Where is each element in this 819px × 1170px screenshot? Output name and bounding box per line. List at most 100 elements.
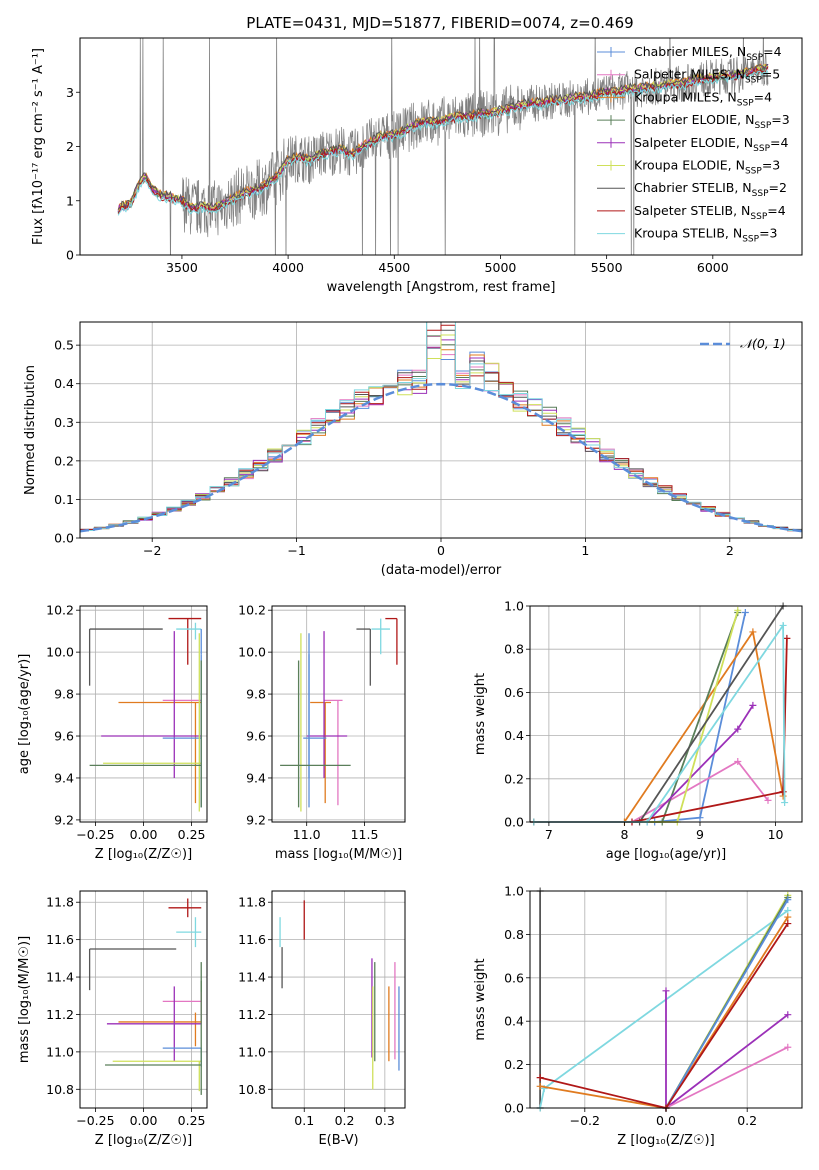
y-tick-label: 0.2 <box>504 1057 524 1072</box>
x-axis-label: (data-model)/error <box>381 563 502 578</box>
weight-marker <box>749 701 757 709</box>
axes: 3500 4000 4500 5000 5500 6000 0 1 2 3 wavelength [… <box>31 37 803 295</box>
legend-label-suffix: =4 <box>767 203 785 218</box>
y-tick-label: 10.0 <box>238 645 266 660</box>
errorbar-point-chabrier-miles <box>303 654 327 808</box>
legend-label-sub: SSP <box>742 235 759 245</box>
x-tick-label: −2 <box>143 543 161 558</box>
weight-marker <box>779 621 787 629</box>
y-tick-label: 9.6 <box>246 729 266 744</box>
legend-label-suffix: =2 <box>769 180 787 195</box>
y-axis-label: mass [log₁₀(M/M☉)] <box>17 936 32 1063</box>
legend-label: Kroupa ELODIE, NSSP=3 <box>634 158 780 177</box>
y-tick-label: 0.5 <box>54 338 74 353</box>
weight-marker <box>741 608 749 616</box>
y-tick-label: 0.2 <box>504 771 524 786</box>
x-tick-label: 0.00 <box>130 1113 158 1128</box>
axes: −2 −1 0 1 2 0.0 0.1 0.2 0.3 0.4 0.5 (data-model)/er… <box>23 321 803 578</box>
x-tick-label: 0.1 <box>294 1113 314 1128</box>
y-tick-label: 9.4 <box>54 770 74 785</box>
legend-label-text: Salpeter MILES, N <box>634 67 745 82</box>
weight-series-salpeter-elodie <box>530 701 757 826</box>
model-spectrum-kroupa-elodie <box>117 63 769 211</box>
plot-area <box>536 887 792 1112</box>
grid-lines <box>80 891 207 1108</box>
y-tick-label: 1.0 <box>504 884 524 899</box>
legend-label-sub: SSP <box>737 98 754 108</box>
grid-lines <box>272 891 405 1108</box>
legend-label-text: Salpeter ELODIE, N <box>634 135 753 150</box>
gaussian-reference-curve <box>80 382 802 533</box>
x-tick-label: 4500 <box>378 260 410 275</box>
figure-title: PLATE=0431, MJD=51877, FIBERID=0074, z=0… <box>246 14 633 32</box>
weight-line <box>533 612 747 823</box>
y-tick-label: 11.4 <box>238 970 266 985</box>
errorbar-point-chabrier-stelib <box>356 628 371 686</box>
x-tick-label: −1 <box>287 543 305 558</box>
weight-series-salpeter-stelib <box>530 634 791 826</box>
x-tick-label: 10 <box>768 827 784 842</box>
axes-frame <box>529 605 803 823</box>
x-axis-label: Z [log₁₀(Z/Z☉)] <box>95 847 192 862</box>
y-tick-label: 11.8 <box>46 895 74 910</box>
x-tick-label: 5500 <box>591 260 623 275</box>
y-tick-label: 9.2 <box>246 812 266 827</box>
y-tick-label: 0.4 <box>504 728 524 743</box>
x-tick-label: 4000 <box>272 260 304 275</box>
y-tick-label: 11.6 <box>46 932 74 947</box>
y-tick-label: 0.0 <box>504 815 524 830</box>
weight-series-chabrier-miles <box>530 608 749 826</box>
weight-line <box>665 899 789 1109</box>
y-tick-label: 0.8 <box>504 642 524 657</box>
plot-area <box>117 38 769 255</box>
y-tick-label: 11.0 <box>238 1044 266 1059</box>
residual-histogram-panel: −2 −1 0 1 2 0.0 0.1 0.2 0.3 0.4 0.5 (data-model)/er… <box>23 321 803 578</box>
mass-weight-age-panel: 7 8 9 10 0.0 0.2 0.4 0.6 0.8 1.0 age [log₁₀(age/yr… <box>473 599 803 862</box>
y-tick-label: 11.0 <box>46 1044 74 1059</box>
weight-series-kroupa-stelib <box>530 621 789 826</box>
errorbar-point-salpeter-stelib <box>168 617 202 665</box>
x-tick-label: 0.25 <box>178 827 206 842</box>
weight-line <box>539 909 789 1109</box>
errorbar-point-kroupa-stelib <box>371 618 390 655</box>
x-tick-label: 11.0 <box>293 827 321 842</box>
errorbar-point-salpeter-stelib <box>168 898 202 918</box>
x-axis-label: Z [log₁₀(Z/Z☉)] <box>617 1133 714 1148</box>
errorbar-point-chabrier-miles <box>162 1047 202 1067</box>
y-tick-label: 0.1 <box>54 492 74 507</box>
legend-label-suffix: =4 <box>770 135 788 150</box>
legend-label: 𝒩(0, 1) <box>740 336 786 351</box>
weight-line <box>533 610 739 823</box>
weight-line <box>665 1046 789 1109</box>
y-tick-label: 10.8 <box>238 1082 266 1097</box>
legend-label-text: Chabrier MILES, N <box>634 44 746 59</box>
y-axis-label: Normed distribution <box>23 365 38 495</box>
legend-label: Kroupa MILES, NSSP=4 <box>634 89 772 108</box>
weight-marker <box>734 725 742 733</box>
axes-frame <box>271 605 406 823</box>
weight-marker <box>662 987 670 995</box>
legend-label-sub: SSP <box>746 53 763 63</box>
weight-marker <box>784 913 792 921</box>
y-axis-label: mass weight <box>473 958 488 1040</box>
weight-series-kroupa-stelib <box>536 907 792 1112</box>
x-tick-label: 7 <box>545 827 553 842</box>
x-tick-label: 0.2 <box>335 1113 355 1128</box>
weight-marker <box>764 796 772 804</box>
mass-ebv-panel: 0.1 0.2 0.3 10.8 11.0 11.2 11.4 11.6 11.8 E(B-V) <box>238 890 406 1148</box>
weight-line <box>665 990 789 1110</box>
weight-marker <box>696 814 704 822</box>
weight-marker <box>536 1074 544 1082</box>
weight-marker <box>781 799 789 807</box>
axes: 0.1 0.2 0.3 10.8 11.0 11.2 11.4 11.6 11.8 E(B-V) <box>238 890 406 1148</box>
plot-area <box>80 322 802 533</box>
y-tick-label: 10.2 <box>238 603 266 618</box>
axes: −0.25 0.00 0.25 10.8 11.0 11.2 11.4 11.6 11.8 Z [… <box>17 890 208 1148</box>
y-tick-label: 0.6 <box>504 685 524 700</box>
weight-marker <box>779 788 787 796</box>
legend-label-sub: SSP <box>745 76 762 86</box>
age-metallicity-panel: −0.25 0.00 0.25 9.2 9.4 9.6 9.8 10.0 10.2 Z [log₁… <box>17 603 208 862</box>
grid-lines <box>272 606 405 822</box>
weight-marker <box>536 1082 544 1090</box>
